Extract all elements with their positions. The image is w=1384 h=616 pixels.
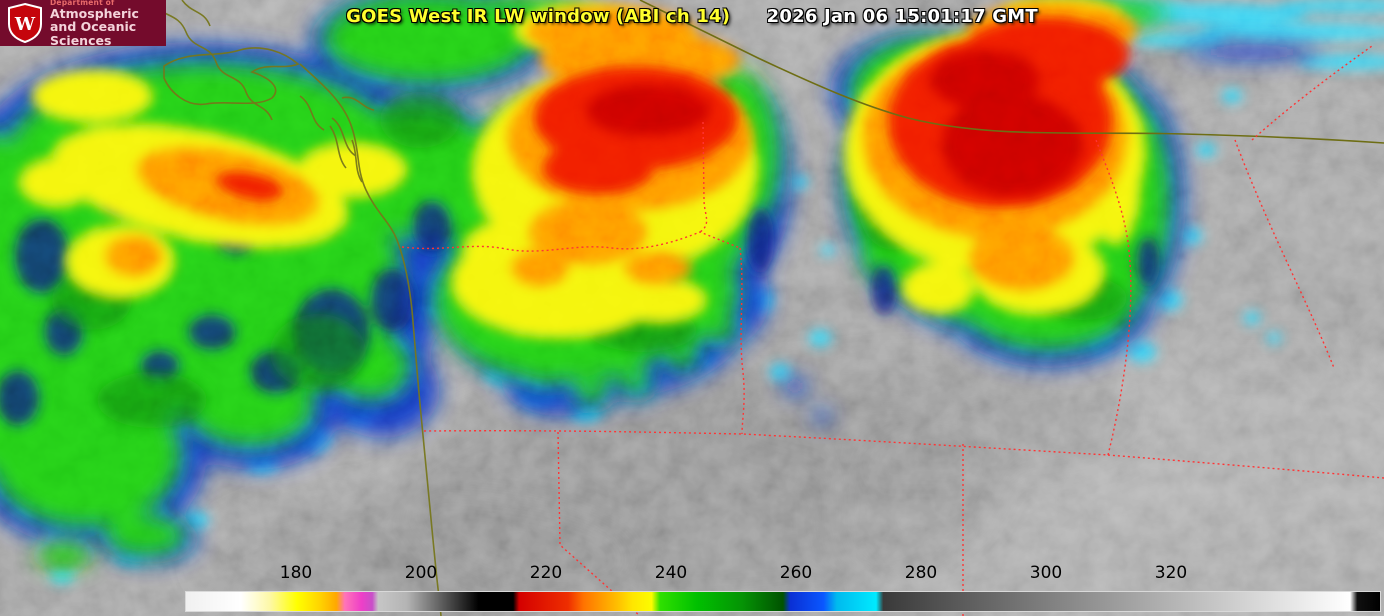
- state-borders: [401, 45, 1384, 616]
- colorbar-tick: 240: [654, 563, 688, 583]
- canada-border: [639, 0, 1384, 144]
- uw-crest-letter: W: [14, 14, 36, 35]
- coastline: [147, 0, 442, 616]
- image-title: GOES West IR LW window (ABI ch 14) 2026 …: [0, 6, 1384, 27]
- uw-logo: W Department of Atmospheric and Oceanic …: [0, 0, 166, 47]
- colorbar-tick: 220: [529, 563, 563, 583]
- colorbar: 180 200 220 240 260 280 300 320: [185, 563, 1381, 612]
- colorbar-tick: 280: [904, 563, 938, 583]
- colorbar-gradient: [185, 591, 1381, 612]
- timestamp-text: 2026 Jan 06 15:01:17 GMT: [766, 6, 1038, 27]
- colorbar-tick: 260: [779, 563, 813, 583]
- colorbar-ticks: 180 200 220 240 260 280 300 320: [185, 563, 1381, 587]
- logo-department-line: Department of: [50, 0, 115, 8]
- colorbar-tick: 180: [279, 563, 313, 583]
- logo-name-line2: and Oceanic Sciences: [50, 19, 137, 48]
- colorbar-tick: 300: [1029, 563, 1063, 583]
- title-text: GOES West IR LW window (ABI ch 14): [346, 6, 731, 27]
- uw-crest-icon: W: [8, 2, 42, 44]
- colorbar-tick: 320: [1154, 563, 1188, 583]
- uw-logo-text: Department of Atmospheric and Oceanic Sc…: [50, 0, 159, 47]
- logo-name-line1: Atmospheric: [50, 6, 139, 22]
- colorbar-tick: 200: [404, 563, 438, 583]
